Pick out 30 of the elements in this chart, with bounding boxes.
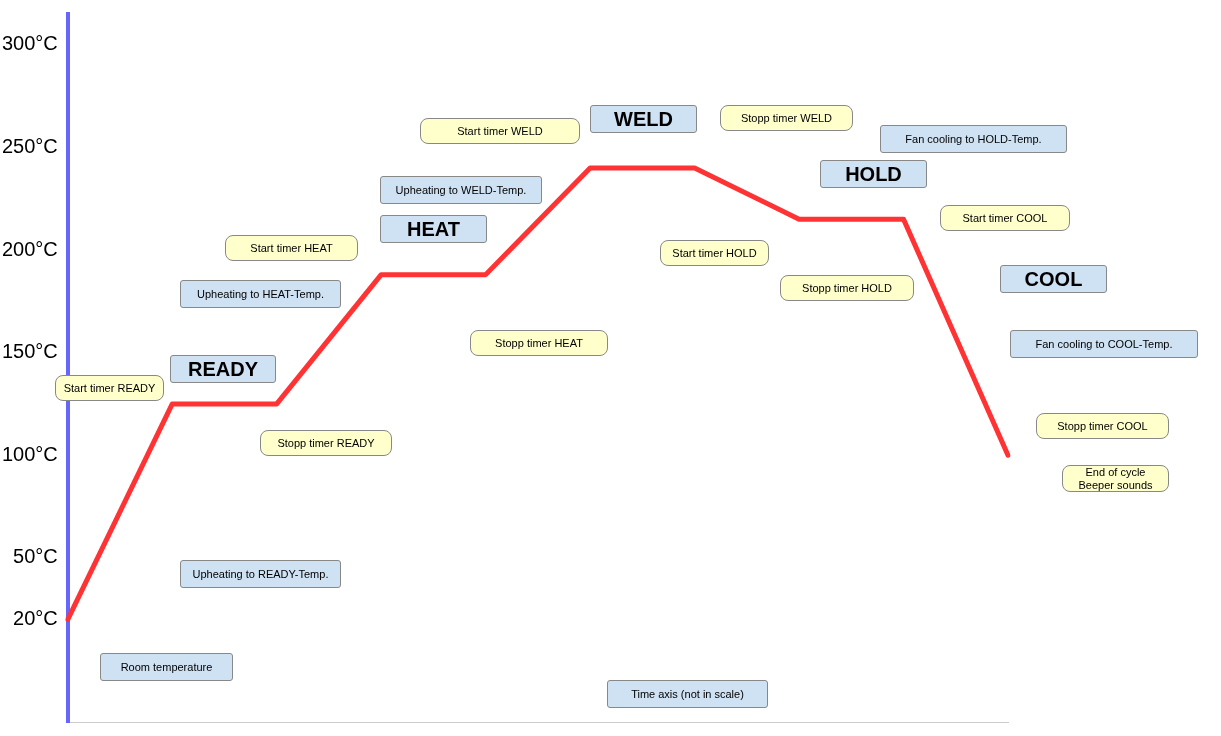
- speech-bubble: Start timer COOL: [940, 205, 1070, 231]
- label-box: Fan cooling to HOLD-Temp.: [880, 125, 1067, 153]
- label-box: WELD: [590, 105, 697, 133]
- label-box: Upheating to WELD-Temp.: [380, 176, 542, 204]
- label-box: COOL: [1000, 265, 1107, 293]
- y-tick-label: 20°C: [13, 606, 58, 629]
- label-box: Fan cooling to COOL-Temp.: [1010, 330, 1198, 358]
- speech-bubble: End of cycle Beeper sounds: [1062, 465, 1169, 493]
- speech-bubble: Stopp timer HOLD: [780, 275, 914, 301]
- speech-bubble: Start timer HEAT: [225, 235, 358, 261]
- speech-bubble: Stopp timer HEAT: [470, 330, 608, 356]
- speech-bubble: Start timer WELD: [420, 118, 580, 144]
- speech-bubble: Stopp timer WELD: [720, 105, 853, 131]
- label-box: READY: [170, 355, 276, 383]
- label-box: Time axis (not in scale): [607, 680, 768, 708]
- y-tick-label: 50°C: [13, 545, 58, 568]
- speech-bubble: Start timer HOLD: [660, 240, 769, 266]
- y-tick-label: 300°C: [2, 32, 58, 55]
- y-tick-label: 100°C: [2, 442, 58, 465]
- speech-bubble: Stopp timer COOL: [1036, 413, 1169, 439]
- label-box: Upheating to HEAT-Temp.: [180, 280, 341, 308]
- speech-bubble: Stopp timer READY: [260, 430, 392, 456]
- y-tick-label: 250°C: [2, 134, 58, 157]
- label-box: Upheating to READY-Temp.: [180, 560, 341, 588]
- label-box: HEAT: [380, 215, 487, 243]
- speech-bubble: Start timer READY: [55, 375, 164, 401]
- label-box: Room temperature: [100, 653, 233, 681]
- y-tick-label: 150°C: [2, 340, 58, 363]
- label-box: HOLD: [820, 160, 927, 188]
- y-tick-label: 200°C: [2, 237, 58, 260]
